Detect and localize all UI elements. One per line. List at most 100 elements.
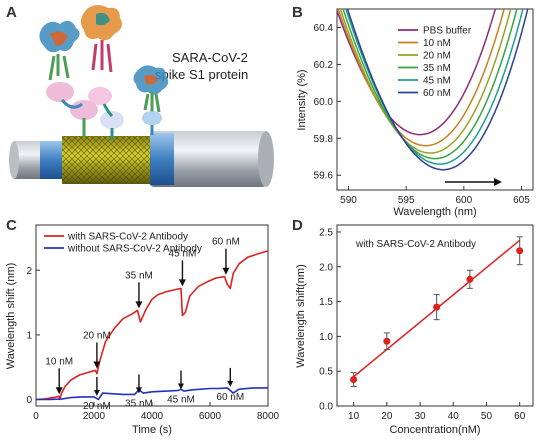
panel-b-axes: 590 595 600 605 59.6 59.8 60.0 60.2 60.4 <box>314 23 531 206</box>
panel-d-legend-text: with SARS-CoV-2 Antibody <box>355 239 476 250</box>
fiber-right-end <box>258 131 274 187</box>
addition-label-without-1: 20 nM <box>83 401 111 412</box>
addition-arrowhead-without-1 <box>93 389 100 396</box>
fiber-left-band <box>40 141 62 179</box>
addition-arrowhead-with-5 <box>222 267 230 275</box>
data-point-5 <box>516 247 524 255</box>
panel-c-xtick-label: 6000 <box>199 411 222 422</box>
panel-b-xtick-label: 590 <box>340 195 357 206</box>
addition-arrowhead-without-4 <box>227 380 234 387</box>
data-point-2 <box>383 337 391 345</box>
panel-d-xtick-label: 10 <box>348 411 360 422</box>
panel-c-xtick-label: 4000 <box>141 411 164 422</box>
fiber-right-cladding <box>150 131 266 187</box>
panel-b-letter: B <box>292 4 303 21</box>
addition-label-with-3: 35 nM <box>125 270 153 281</box>
spectrum-curve-6 <box>346 9 529 171</box>
panel-d-ytick-label: 2.0 <box>319 262 333 273</box>
panel-d-xtick-label: 60 <box>514 411 526 422</box>
panel-b-plot-frame <box>336 8 534 191</box>
panel-b: B 590 595 600 605 59.6 59.8 60.0 60.2 60.4 PBS b… <box>292 4 534 218</box>
spectrum-curve-2 <box>337 9 505 147</box>
legend-label-1: PBS buffer <box>423 26 472 37</box>
data-point-1 <box>350 376 358 384</box>
panel-c-xlabel: Time (s) <box>132 424 172 436</box>
panel-b-xlabel: Wavelength (nm) <box>393 206 476 218</box>
optical-fiber-illustration <box>9 131 274 187</box>
panel-a-title-line1: SARA-CoV-2 <box>172 50 248 65</box>
panel-d: D 10 20 30 40 50 60 0.0 0.5 1.0 1.5 2.0 2.5 with SA… <box>292 217 534 436</box>
panel-a: A SARA-CoV-2 spike S1 protein <box>6 4 274 187</box>
panel-d-ytick-label: 2.5 <box>319 227 333 238</box>
fiber-left-end <box>9 141 19 179</box>
panel-c: C 0 2000 4000 6000 8000 0 1 2 10 nM 20 nM 35 nM 45… <box>5 217 280 436</box>
panel-b-ytick-label: 60.2 <box>314 60 334 71</box>
addition-arrowhead-with-1 <box>55 387 63 395</box>
panel-b-ytick-label: 60.0 <box>314 97 334 108</box>
panel-d-ytick-label: 0.5 <box>319 367 333 378</box>
spike-protein-1 <box>39 20 98 138</box>
panel-d-xtick-label: 30 <box>414 411 426 422</box>
panel-b-xtick-label: 600 <box>455 195 472 206</box>
legend-label-2: 10 nM <box>423 38 451 49</box>
addition-label-without-2: 35 nM <box>125 398 153 409</box>
panel-b-xtick-label: 605 <box>513 195 530 206</box>
addition-label-with-1: 10 nM <box>45 356 73 367</box>
data-point-4 <box>466 275 474 283</box>
legend-label-6: 60 nM <box>423 88 451 99</box>
spectrum-curve-3 <box>339 9 512 154</box>
panel-d-plot-frame <box>336 224 534 407</box>
spike-protein-illustrations <box>39 5 169 140</box>
panel-c-ytick-label: 0 <box>26 395 32 406</box>
panel-d-xlabel: Concentration(nM) <box>389 424 480 436</box>
spike-protein-3 <box>133 65 169 135</box>
legend-label-4: 35 nM <box>423 63 451 74</box>
legend-label-5: 45 nM <box>423 76 451 87</box>
panel-d-points <box>350 236 524 388</box>
panel-c-letter: C <box>6 217 17 234</box>
panel-a-title-line2: spike S1 protein <box>155 67 248 82</box>
panel-c-xtick-label: 8000 <box>257 411 280 422</box>
addition-label-with-2: 20 nM <box>83 330 111 341</box>
panel-d-ytick-label: 1.5 <box>319 297 333 308</box>
legend-label-c-2: without SARS-CoV-2 Antibody <box>67 244 202 255</box>
addition-arrowhead-with-2 <box>93 361 101 369</box>
panel-b-ytick-label: 60.4 <box>314 23 334 34</box>
panel-d-ytick-label: 1.0 <box>319 332 333 343</box>
panel-a-letter: A <box>6 4 17 21</box>
panel-b-spectra <box>337 9 529 171</box>
legend-label-3: 20 nM <box>423 51 451 62</box>
spectrum-curve-5 <box>345 9 524 165</box>
spectrum-curve-4 <box>342 9 518 160</box>
legend-label-c-1: with SARS-CoV-2 Antibody <box>67 232 188 243</box>
addition-label-without-4: 60 nM <box>216 392 244 403</box>
data-point-3 <box>433 303 441 311</box>
red-shift-arrow <box>445 178 502 186</box>
panel-c-ytick-label: 1 <box>26 330 32 341</box>
panel-d-axes: 10 20 30 40 50 60 0.0 0.5 1.0 1.5 2.0 2.5 <box>319 227 526 422</box>
addition-label-with-4: 45 nM <box>169 248 197 259</box>
panel-d-ytick-label: 0.0 <box>319 402 333 413</box>
addition-arrowhead-with-3 <box>135 301 143 309</box>
addition-arrowhead-without-2 <box>135 387 142 394</box>
panel-c-ylabel: Wavelength shift (nm) <box>5 263 17 370</box>
panel-d-ylabel: Wavelength shift(nm) <box>295 264 307 368</box>
panel-d-xtick-label: 20 <box>381 411 393 422</box>
coating-texture <box>62 136 164 184</box>
addition-label-without-3: 45 nM <box>167 394 195 405</box>
panel-c-annotations: 10 nM 20 nM 35 nM 45 nM 60 nM 20 nM 35 nM 45 nM… <box>45 237 244 412</box>
panel-c-xtick-label: 2000 <box>83 411 106 422</box>
addition-arrowhead-with-4 <box>178 279 186 287</box>
trace-1 <box>35 250 269 401</box>
panel-b-ylabel: Intensity (%) <box>296 69 308 130</box>
addition-arrowhead-without-3 <box>178 383 184 390</box>
panel-c-traces <box>35 250 269 401</box>
panel-c-ytick-label: 2 <box>26 266 32 277</box>
panel-c-xtick-label: 0 <box>33 411 39 422</box>
panel-d-xtick-label: 50 <box>481 411 493 422</box>
panel-b-ytick-label: 59.8 <box>314 134 334 145</box>
panel-d-letter: D <box>292 217 303 234</box>
